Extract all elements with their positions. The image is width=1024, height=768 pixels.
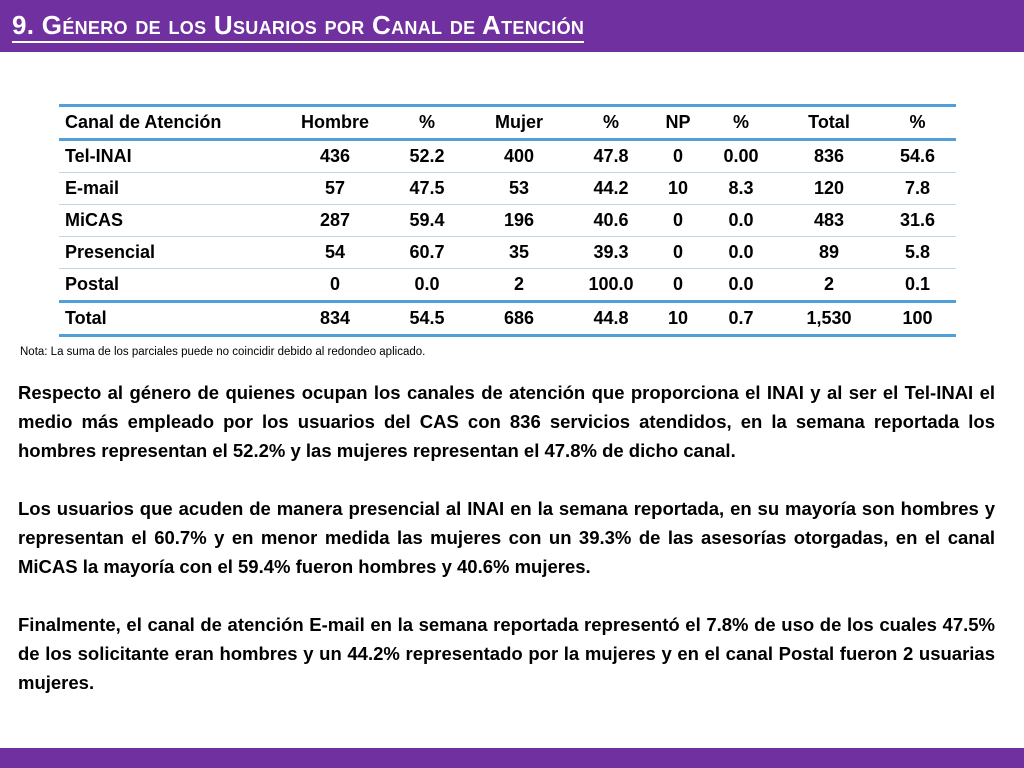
cell-mujer: 53: [508, 178, 530, 198]
cell-total: 1,530: [806, 308, 852, 328]
cell-np: 10: [667, 178, 689, 198]
cell-mujer-pct: 44.2: [593, 178, 629, 198]
table-row: Postal 0 0.0 2 100.0 0 0.0 2 0.1: [59, 269, 956, 302]
cell-hombre-pct: 52.2: [409, 146, 445, 166]
cell-canal: Total: [65, 308, 107, 328]
cell-hombre: 287: [319, 210, 351, 230]
paragraph: Finalmente, el canal de atención E-mail …: [18, 614, 995, 693]
cell-np: 0: [672, 274, 683, 294]
table-row: E-mail 57 47.5 53 44.2 10 8.3 120 7.8: [59, 173, 956, 205]
table-row: MiCAS 287 59.4 196 40.6 0 0.0 483 31.6: [59, 205, 956, 237]
cell-np: 0: [672, 146, 683, 166]
cell-total-pct: 7.8: [904, 178, 931, 198]
cell-mujer-pct: 100.0: [588, 274, 634, 294]
table-total-row: Total 834 54.5 686 44.8 10 0.7 1,530 100: [59, 301, 956, 336]
cell-canal: E-mail: [65, 178, 120, 198]
cell-mujer: 35: [508, 242, 530, 262]
cell-canal: MiCAS: [65, 210, 123, 230]
cell-total: 836: [813, 146, 845, 166]
cell-total-pct: 5.8: [904, 242, 931, 262]
gender-by-channel-table: Canal de Atención Hombre % Mujer % NP % …: [59, 104, 956, 337]
cell-hombre-pct: 0.0: [414, 274, 440, 294]
header-np-pct: %: [732, 112, 749, 132]
cell-mujer: 196: [503, 210, 535, 230]
cell-mujer-pct: 40.6: [593, 210, 629, 230]
footer-bar: [0, 748, 1024, 768]
cell-mujer: 686: [503, 308, 535, 328]
cell-np: 0: [672, 242, 683, 262]
analysis-text: Respecto al género de quienes ocupan los…: [18, 378, 995, 726]
cell-np-pct: 0.0: [728, 274, 754, 294]
header-np: NP: [665, 112, 691, 132]
title-bar: 9. Género de los Usuarios por Canal de A…: [0, 0, 1024, 52]
cell-hombre-pct: 47.5: [409, 178, 445, 198]
cell-hombre: 57: [324, 178, 346, 198]
paragraph: Respecto al género de quienes ocupan los…: [18, 382, 995, 461]
cell-total-pct: 54.6: [899, 146, 936, 166]
header-hombre-pct: %: [418, 112, 435, 132]
cell-total: 120: [813, 178, 845, 198]
cell-np-pct: 0.00: [723, 146, 759, 166]
paragraph: Los usuarios que acuden de manera presen…: [18, 498, 995, 577]
table-header-row: Canal de Atención Hombre % Mujer % NP % …: [59, 105, 956, 140]
cell-mujer-pct: 47.8: [593, 146, 629, 166]
table-note: Nota: La suma de los parciales puede no …: [20, 346, 426, 358]
cell-hombre: 54: [324, 242, 346, 262]
cell-mujer: 400: [503, 146, 535, 166]
cell-np-pct: 0.7: [728, 308, 754, 328]
cell-np: 10: [667, 308, 689, 328]
cell-np: 0: [672, 210, 683, 230]
cell-mujer-pct: 44.8: [593, 308, 629, 328]
header-hombre: Hombre: [300, 112, 369, 132]
header-mujer-pct: %: [602, 112, 619, 132]
cell-canal: Postal: [65, 274, 120, 294]
cell-hombre: 436: [319, 146, 351, 166]
cell-hombre: 0: [329, 274, 340, 294]
cell-hombre-pct: 59.4: [409, 210, 445, 230]
cell-hombre: 834: [319, 308, 351, 328]
cell-total-pct: 100: [902, 308, 933, 328]
cell-mujer: 2: [513, 274, 524, 294]
cell-canal: Presencial: [65, 242, 156, 262]
table-row: Presencial 54 60.7 35 39.3 0 0.0 89 5.8: [59, 237, 956, 269]
cell-total: 483: [813, 210, 845, 230]
header-mujer: Mujer: [494, 112, 543, 132]
cell-total: 2: [823, 274, 834, 294]
header-canal: Canal de Atención: [65, 112, 222, 132]
header-total-pct: %: [909, 112, 926, 132]
cell-np-pct: 0.0: [728, 210, 754, 230]
cell-total-pct: 31.6: [899, 210, 936, 230]
cell-canal: Tel-INAI: [65, 146, 132, 166]
cell-hombre-pct: 60.7: [409, 242, 445, 262]
cell-np-pct: 8.3: [728, 178, 754, 198]
cell-total: 89: [818, 242, 840, 262]
cell-hombre-pct: 54.5: [409, 308, 445, 328]
header-total: Total: [808, 112, 850, 132]
cell-total-pct: 0.1: [904, 274, 931, 294]
table-row: Tel-INAI 436 52.2 400 47.8 0 0.00 836 54…: [59, 140, 956, 173]
cell-mujer-pct: 39.3: [593, 242, 629, 262]
cell-np-pct: 0.0: [728, 242, 754, 262]
page-title: 9. Género de los Usuarios por Canal de A…: [12, 9, 585, 43]
